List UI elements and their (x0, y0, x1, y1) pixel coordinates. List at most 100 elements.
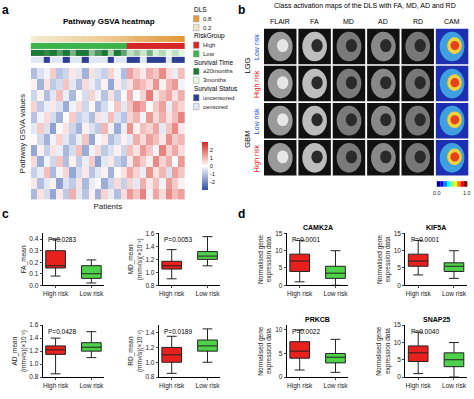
svg-text:0: 0 (397, 282, 401, 289)
svg-text:10: 10 (275, 247, 283, 254)
svg-text:0.0: 0.0 (433, 190, 441, 196)
svg-text:5: 5 (279, 264, 283, 271)
svg-text:Normalised geneexpression data: Normalised geneexpression data (376, 326, 392, 376)
svg-text:10: 10 (394, 247, 402, 254)
svg-text:0.4: 0.4 (29, 235, 38, 242)
svg-text:1.2: 1.2 (145, 344, 154, 351)
svg-text:P=0.0189: P=0.0189 (164, 328, 192, 335)
svg-text:0: 0 (279, 282, 283, 289)
svg-text:1.0: 1.0 (145, 359, 154, 366)
svg-text:0: 0 (279, 373, 283, 380)
svg-text:1.4: 1.4 (29, 334, 38, 341)
svg-text:MD_mean(mm²/s)(×10⁻³): MD_mean(mm²/s)(×10⁻³) (127, 238, 143, 280)
svg-text:SNAP25: SNAP25 (423, 316, 450, 323)
svg-text:Patients: Patients (93, 202, 122, 211)
svg-text:High risk: High risk (43, 290, 69, 298)
svg-text:1.0: 1.0 (145, 269, 154, 276)
svg-text:15: 15 (394, 230, 402, 237)
svg-text:FA: FA (310, 18, 319, 25)
svg-text:RiskGroup: RiskGroup (194, 32, 225, 40)
svg-text:≥20months: ≥20months (203, 68, 233, 74)
svg-text:10: 10 (394, 339, 402, 346)
svg-text:High risk: High risk (406, 290, 432, 298)
svg-text:1.2: 1.2 (145, 256, 154, 263)
svg-text:3months: 3months (203, 77, 226, 83)
svg-text:0.8: 0.8 (203, 16, 212, 22)
svg-text:High risk: High risk (253, 70, 261, 98)
svg-text:High risk: High risk (287, 382, 313, 390)
svg-text:P=0.0053: P=0.0053 (164, 236, 192, 243)
svg-text:Low risk: Low risk (196, 290, 221, 297)
svg-text:-1: -1 (210, 171, 216, 177)
svg-text:Pathway GSVA heatmap: Pathway GSVA heatmap (63, 17, 155, 26)
svg-text:High risk: High risk (43, 382, 69, 390)
svg-text:1.0: 1.0 (29, 360, 38, 367)
svg-text:d: d (238, 207, 245, 221)
svg-text:Low risk: Low risk (253, 34, 260, 60)
svg-text:Pathway GSVA values: Pathway GSVA values (18, 94, 27, 173)
svg-text:15: 15 (394, 321, 402, 328)
svg-text:P=0.0022: P=0.0022 (292, 328, 320, 335)
svg-text:RD_mean(mm²/s)(×10⁻³): RD_mean(mm²/s)(×10⁻³) (127, 330, 143, 372)
svg-text:0.8: 0.8 (145, 373, 154, 380)
svg-text:MD: MD (343, 18, 354, 25)
svg-text:High risk: High risk (159, 290, 185, 298)
svg-text:-2: -2 (210, 179, 216, 185)
svg-text:5: 5 (397, 356, 401, 363)
svg-text:KIF5A: KIF5A (426, 224, 446, 231)
svg-text:Low risk: Low risk (324, 382, 349, 389)
svg-text:AD: AD (378, 18, 388, 25)
svg-text:5: 5 (279, 350, 283, 357)
svg-text:0.1: 0.1 (29, 270, 38, 277)
svg-text:Low risk: Low risk (324, 290, 349, 297)
svg-text:Low risk: Low risk (253, 108, 260, 134)
svg-text:1.6: 1.6 (29, 321, 38, 328)
svg-text:GBM: GBM (243, 131, 252, 148)
svg-text:c: c (2, 207, 9, 221)
svg-text:P=0.0040: P=0.0040 (411, 328, 439, 335)
svg-text:0.8: 0.8 (145, 282, 154, 289)
svg-text:P=0.0428: P=0.0428 (48, 328, 76, 335)
svg-text:1.4: 1.4 (145, 243, 154, 250)
svg-text:Normalised geneexpression data: Normalised geneexpression data (257, 326, 273, 376)
svg-text:1: 1 (210, 155, 214, 161)
svg-text:0.2: 0.2 (203, 25, 212, 31)
svg-text:PRKCB: PRKCB (305, 316, 330, 323)
svg-text:1.0: 1.0 (463, 190, 471, 196)
svg-text:AD_mean(mm²/s)(×10⁻³): AD_mean(mm²/s)(×10⁻³) (11, 330, 27, 372)
svg-text:0.0: 0.0 (29, 282, 38, 289)
svg-text:1.6: 1.6 (145, 230, 154, 237)
svg-text:Survival Status: Survival Status (194, 85, 238, 92)
svg-text:Low risk: Low risk (442, 382, 467, 389)
svg-text:RD: RD (413, 18, 423, 25)
svg-text:Low: Low (203, 51, 215, 57)
svg-text:15: 15 (275, 230, 283, 237)
svg-text:Class activation maps of the D: Class activation maps of the DLS with FA… (274, 2, 456, 10)
svg-text:Survival Time: Survival Time (194, 59, 233, 66)
svg-text:Low risk: Low risk (442, 290, 467, 297)
svg-text:FLAIR: FLAIR (270, 18, 290, 25)
svg-text:High risk: High risk (253, 145, 261, 173)
svg-text:High risk: High risk (287, 290, 313, 298)
svg-text:a: a (2, 3, 9, 17)
svg-text:0.3: 0.3 (29, 247, 38, 254)
svg-text:1.2: 1.2 (29, 347, 38, 354)
svg-text:1.4: 1.4 (145, 329, 154, 336)
svg-text:FA_mean: FA_mean (20, 245, 28, 273)
svg-text:Low risk: Low risk (79, 382, 104, 389)
svg-text:0.8: 0.8 (29, 373, 38, 380)
svg-text:High risk: High risk (406, 382, 432, 390)
svg-text:P=0.0283: P=0.0283 (48, 236, 76, 243)
svg-text:0: 0 (397, 373, 401, 380)
svg-text:censored: censored (203, 104, 228, 110)
svg-text:P=0.0001: P=0.0001 (292, 236, 320, 243)
svg-text:uncensored: uncensored (203, 95, 234, 101)
svg-text:0: 0 (210, 163, 214, 169)
svg-text:Normalised geneexpression data: Normalised geneexpression data (376, 234, 392, 284)
svg-text:Low risk: Low risk (79, 290, 104, 297)
svg-text:b: b (238, 3, 245, 17)
svg-text:2: 2 (210, 147, 214, 153)
svg-text:CAMK2A: CAMK2A (303, 224, 333, 231)
svg-text:CAM: CAM (444, 18, 460, 25)
svg-text:DLS: DLS (194, 6, 207, 13)
